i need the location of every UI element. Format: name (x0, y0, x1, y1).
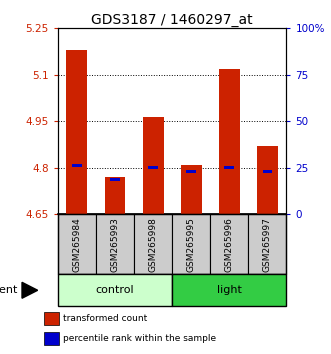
Text: control: control (96, 285, 134, 295)
Title: GDS3187 / 1460297_at: GDS3187 / 1460297_at (91, 13, 253, 27)
Bar (219, 69, 240, 214)
Bar (134, 214, 172, 274)
Bar (172, 274, 286, 306)
Bar (58, 274, 172, 306)
Bar (224, 166, 234, 169)
Text: transformed count: transformed count (64, 314, 148, 322)
Bar (181, 165, 202, 214)
Bar (262, 170, 272, 173)
Bar (72, 164, 82, 167)
Bar (110, 178, 120, 181)
Bar (105, 177, 125, 214)
Text: GSM265984: GSM265984 (72, 217, 81, 272)
Text: GSM265995: GSM265995 (187, 217, 196, 272)
Text: GSM265993: GSM265993 (111, 217, 119, 272)
Bar (172, 214, 210, 274)
Bar (44, 312, 59, 325)
Bar (257, 146, 278, 214)
Bar (58, 214, 96, 274)
Text: GSM265996: GSM265996 (225, 217, 234, 272)
Bar (248, 214, 286, 274)
Polygon shape (22, 282, 38, 298)
Bar (67, 50, 87, 214)
Text: percentile rank within the sample: percentile rank within the sample (64, 334, 216, 343)
Text: agent: agent (0, 285, 17, 295)
Text: GSM265998: GSM265998 (149, 217, 158, 272)
Bar (96, 214, 134, 274)
Bar (186, 170, 196, 173)
Bar (143, 116, 164, 214)
Bar (210, 214, 248, 274)
Text: light: light (217, 285, 242, 295)
Bar (148, 166, 158, 169)
Text: GSM265997: GSM265997 (263, 217, 272, 272)
Bar (44, 332, 59, 345)
